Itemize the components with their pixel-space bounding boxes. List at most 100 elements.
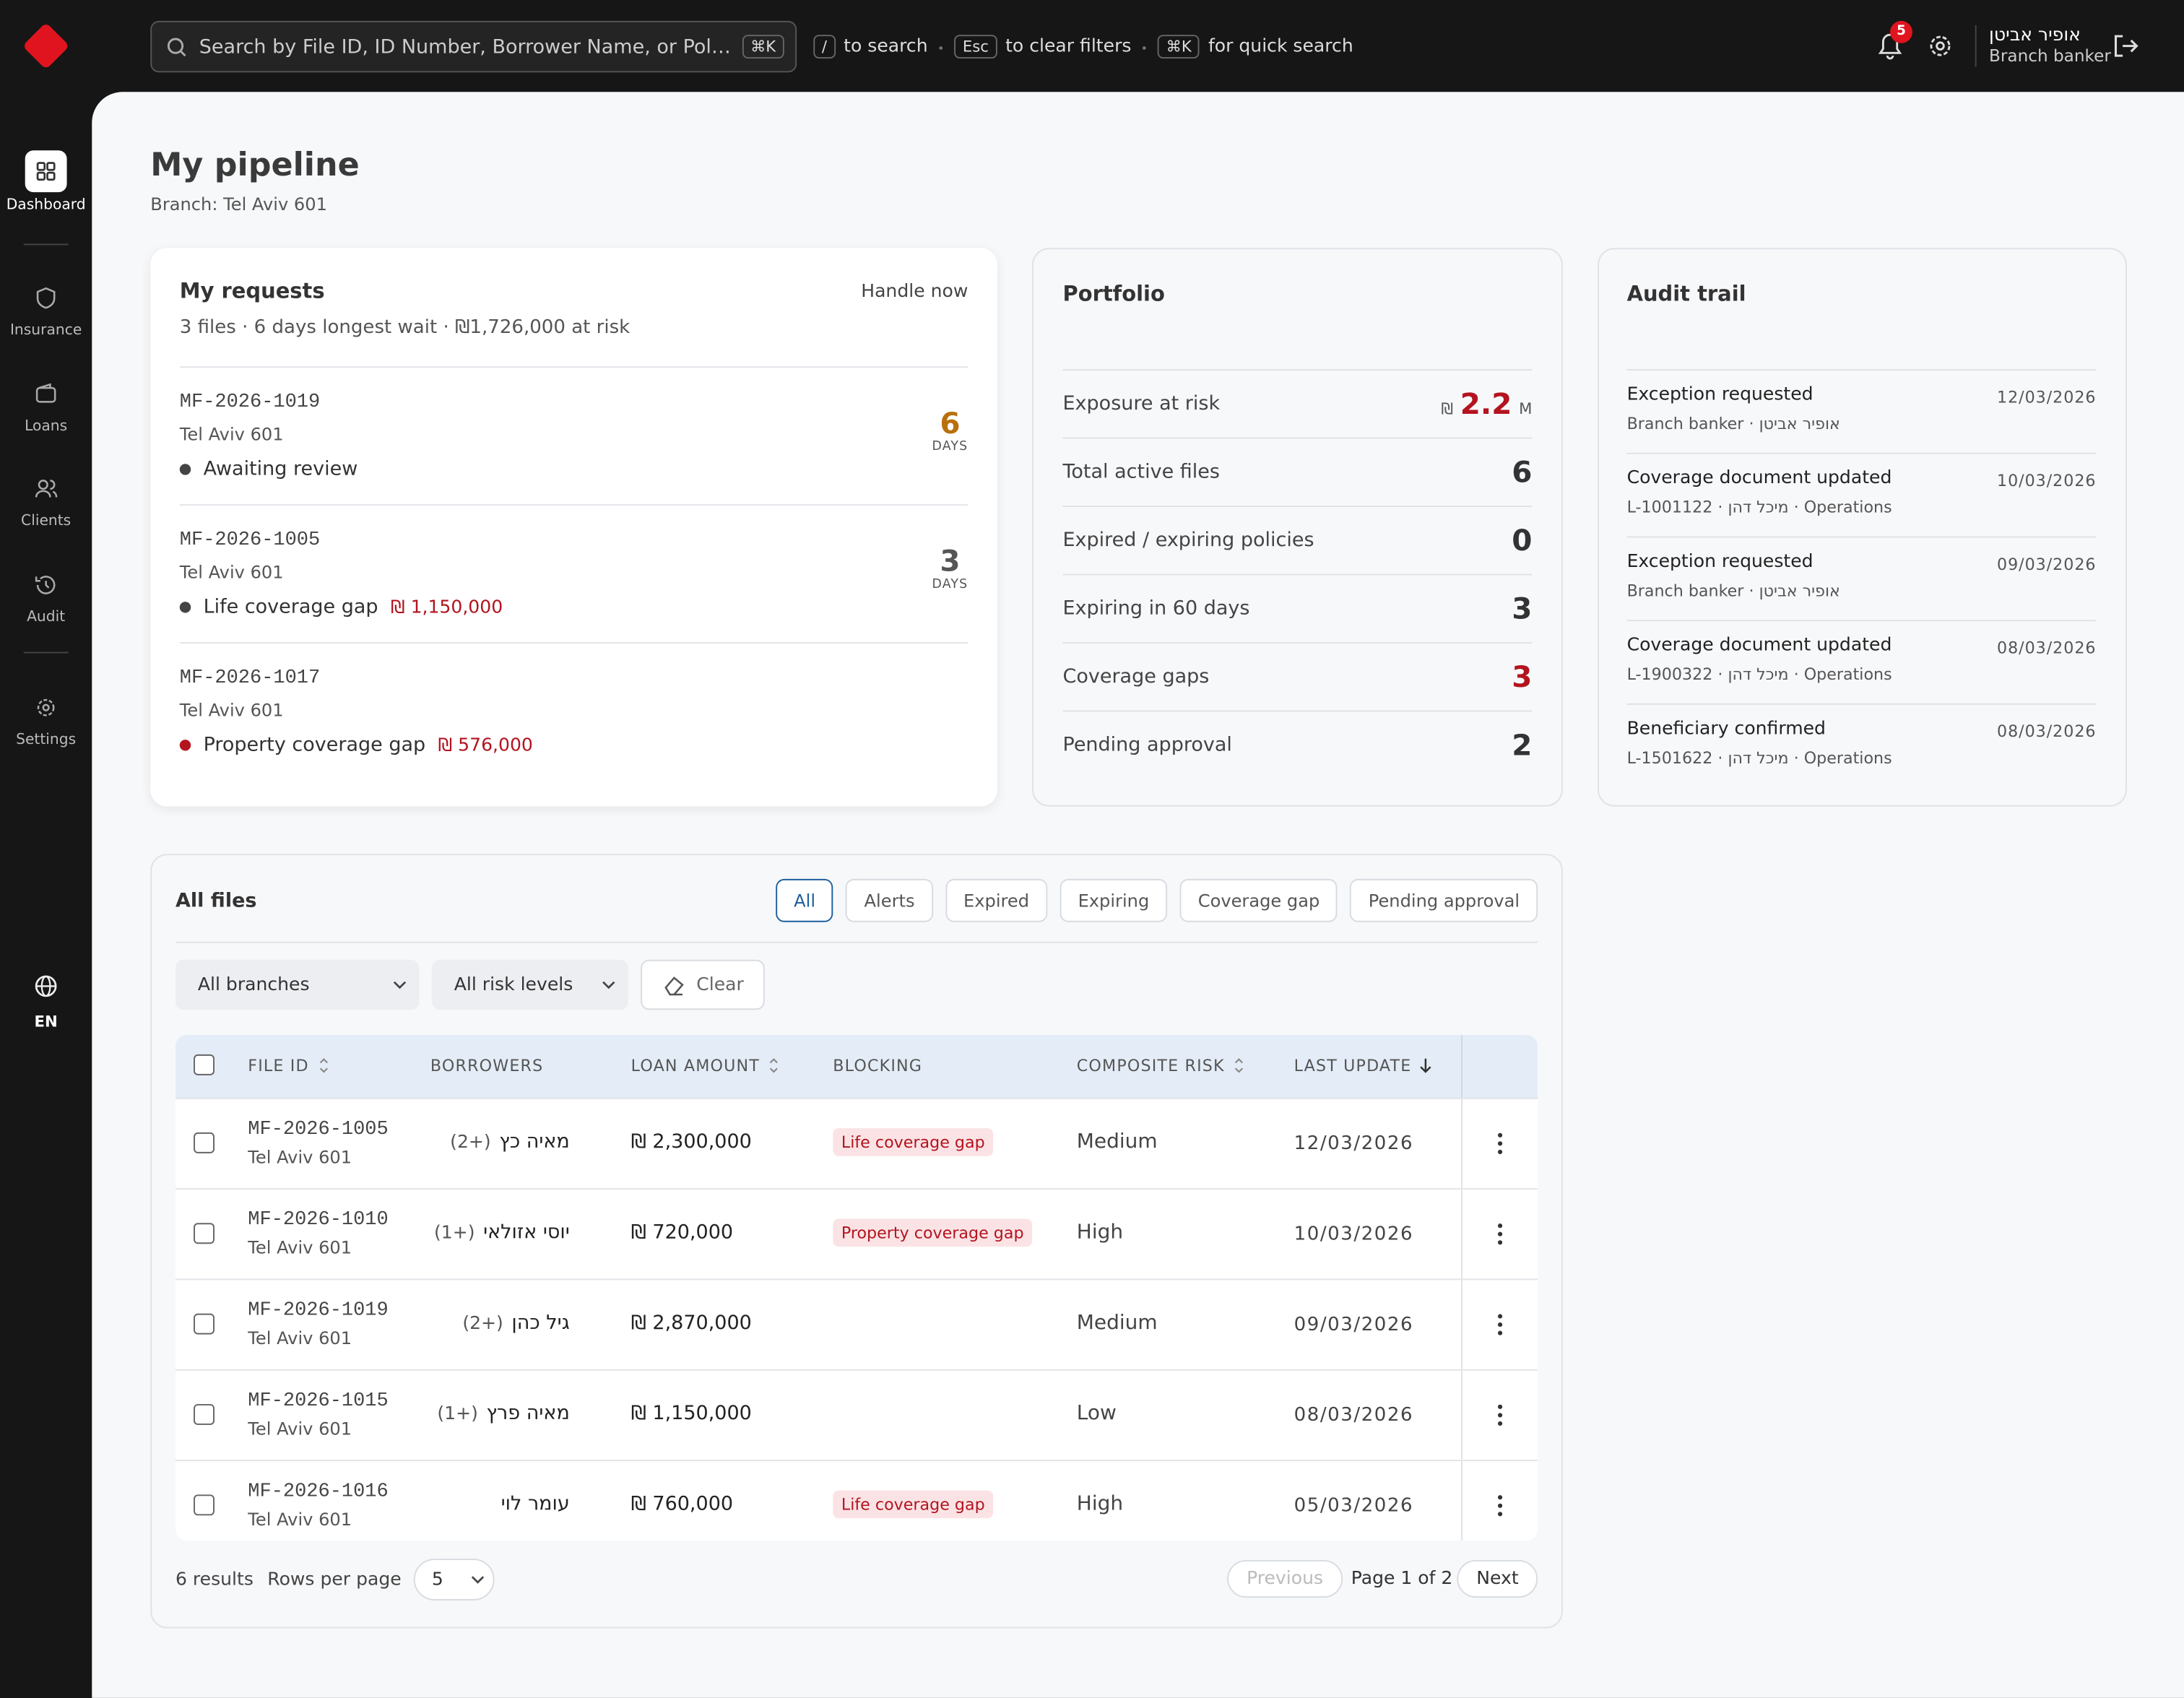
status-dot [179, 740, 191, 751]
status-dot [179, 602, 191, 613]
eraser-icon-svg [664, 976, 684, 996]
column-header: BORROWERS [430, 1056, 543, 1075]
audit-item: Coverage document updated L-1900322 · מיכ… [1626, 620, 2097, 703]
filter-select[interactable]: All branches [175, 959, 420, 1010]
sort-icon-svg [770, 1058, 779, 1073]
row-menu[interactable] [1497, 1132, 1503, 1155]
audit-card: Audit trail Exception requested אופיר אבי… [1598, 248, 2127, 807]
borrower-name: מאיה כץ [499, 1130, 570, 1153]
branch: Tel Aviv 601 [248, 1508, 352, 1530]
column-header[interactable]: FILE ID [248, 1056, 331, 1075]
nav-icon-svg [36, 162, 56, 181]
column-label: LOAN AMOUNT [630, 1055, 760, 1075]
files-title: All files [175, 890, 257, 913]
filter-tab[interactable]: Expiring [1060, 878, 1168, 922]
row-menu-svg [1497, 1314, 1503, 1335]
last-update: 05/03/2026 [1294, 1494, 1414, 1517]
nav-item[interactable]: Dashboard [0, 150, 92, 213]
row-checkbox[interactable] [194, 1494, 214, 1516]
row-checkbox[interactable] [194, 1223, 214, 1244]
filter-tab[interactable]: All [776, 878, 834, 922]
row-menu[interactable] [1497, 1223, 1503, 1245]
metric-value: 0 [1512, 524, 1532, 557]
borrower-count: (2+) [450, 1131, 491, 1153]
row-checkbox[interactable] [194, 1132, 214, 1153]
logo[interactable] [17, 17, 75, 75]
chevron-svg [393, 981, 407, 989]
hint-text: to clear filters [1005, 35, 1132, 57]
audit-date: 12/03/2026 [1996, 387, 2097, 407]
column-header[interactable]: LAST UPDATE [1294, 1056, 1434, 1075]
page-title: My pipeline [150, 147, 360, 184]
search-box[interactable]: Search by File ID, ID Number, Borrower N… [150, 20, 797, 73]
clear-button[interactable]: Clear [641, 959, 765, 1010]
user[interactable]: אופיר אביטן Branch banker [1975, 25, 2111, 67]
nav-label: Loans [25, 417, 68, 435]
row-menu[interactable] [1497, 1404, 1503, 1426]
column-header[interactable]: COMPOSITE RISK [1077, 1056, 1247, 1075]
nav-item[interactable]: Clients [0, 468, 92, 529]
filter-select[interactable]: All risk levels [431, 959, 628, 1010]
page-size-select[interactable]: 5 [413, 1559, 495, 1600]
filter-label: All risk levels [454, 974, 573, 995]
blocking-badge: Life coverage gap [833, 1490, 994, 1519]
settings-button[interactable] [1925, 30, 1955, 61]
filter-tab[interactable]: Coverage gap [1179, 878, 1338, 922]
nav-item[interactable]: Settings [0, 687, 92, 748]
nav-item[interactable]: Loans [0, 373, 92, 435]
portfolio-card: Portfolio Exposure at risk ₪ 2.2 M Total act… [1032, 248, 1563, 807]
metric-label: Exposure at risk [1062, 392, 1221, 415]
filter-tab[interactable]: Alerts [846, 878, 933, 922]
audit-title: Beneficiary confirmed [1626, 719, 1826, 740]
metric-label: Total active files [1062, 461, 1220, 484]
nav-icon [25, 564, 67, 606]
request-item[interactable]: MF-2026-1005 Tel Aviv 601 Life coverage ga… [179, 504, 968, 642]
borrowers: (2+) מאיה כץ [450, 1131, 570, 1153]
branch: Tel Aviv 601 [248, 1327, 352, 1348]
branch: Tel Aviv 601 [248, 1418, 352, 1439]
requests-list: MF-2026-1019 Tel Aviv 601 Awaiting review 6… [179, 366, 968, 780]
row-menu[interactable] [1497, 1494, 1503, 1517]
hint-key: ⌘K [1158, 34, 1200, 59]
table-row: MF-2026-1010 Tel Aviv 601 (1+) יוסי אזולאי ₪… [175, 1189, 1538, 1281]
column-label: LAST UPDATE [1294, 1055, 1412, 1075]
sort-icon [316, 1057, 331, 1074]
metric-label: Expired / expiring policies [1062, 529, 1314, 552]
portfolio-list: Exposure at risk ₪ 2.2 M Total active files 6… [1062, 369, 1533, 779]
row-checkbox[interactable] [194, 1403, 214, 1425]
filter-tab[interactable]: Expired [945, 878, 1048, 922]
column-header[interactable]: LOAN AMOUNT [631, 1056, 782, 1075]
last-update: 08/03/2026 [1294, 1403, 1414, 1426]
logout[interactable] [2110, 30, 2141, 61]
filter-tab[interactable]: Pending approval [1350, 878, 1538, 922]
search-placeholder: Search by File ID, ID Number, Borrower N… [199, 35, 732, 59]
risk: High [1076, 1493, 1124, 1516]
request-item[interactable]: MF-2026-1017 Tel Aviv 601 Property coverag… [179, 642, 968, 780]
language-switch[interactable]: EN [0, 974, 92, 1031]
chevron-svg [471, 1576, 485, 1584]
request-item[interactable]: MF-2026-1019 Tel Aviv 601 Awaiting review 6… [179, 366, 968, 504]
dot [939, 46, 943, 49]
nav-item[interactable]: Insurance [0, 277, 92, 339]
next-button[interactable]: Next [1457, 1559, 1538, 1598]
value: 2.2 [1460, 387, 1512, 421]
days-value: 6 [940, 407, 961, 441]
borrower-count: (1+) [437, 1403, 478, 1424]
table-row: MF-2026-1005 Tel Aviv 601 (2+) מאיה כץ ₪ 2,3… [175, 1099, 1538, 1190]
nav-item[interactable]: Audit [0, 564, 92, 625]
select-all[interactable] [194, 1054, 214, 1075]
requests-title: My requests [179, 278, 325, 304]
currency: ₪ [1441, 399, 1454, 418]
row-menu[interactable] [1497, 1314, 1503, 1336]
metric-value: 6 [1512, 456, 1532, 489]
borrowers: (1+) מאיה פרץ [437, 1403, 569, 1425]
row-checkbox[interactable] [194, 1313, 214, 1335]
metric-value: 3 [1512, 660, 1532, 693]
handle-now[interactable]: Handle now [861, 281, 968, 303]
metric-value: 2 [1512, 729, 1532, 762]
nav-icon-svg [36, 287, 56, 309]
borrower-name: גיל כהן [511, 1312, 570, 1335]
metric-value: 3 [1512, 592, 1532, 625]
metric-label: Coverage gaps [1062, 665, 1210, 688]
risk: Medium [1076, 1130, 1158, 1153]
